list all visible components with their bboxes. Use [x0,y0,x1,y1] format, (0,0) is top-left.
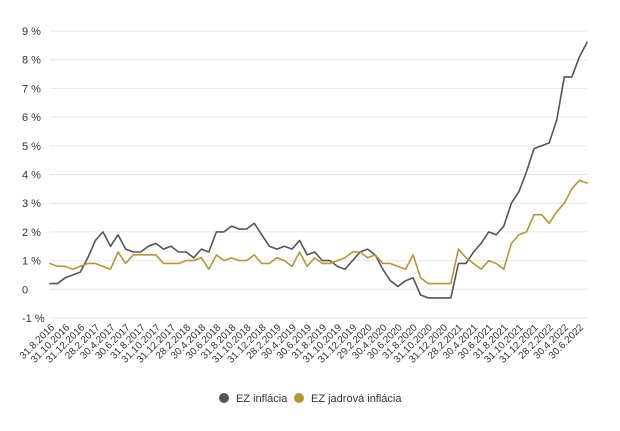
y-tick-label: 4 % [22,170,41,182]
y-tick-label: 3 % [22,198,41,210]
y-tick-label: 7 % [22,83,41,95]
y-axis-ticks: -1 % 0 1 % 2 % 3 % 4 % 5 % 6 % 7 % 8 % 9 % [22,26,45,325]
y-tick-label: 6 % [22,112,41,124]
legend-label: EZ inflácia [236,393,288,405]
legend-label: EZ jadrová inflácia [311,393,402,405]
legend-marker [294,393,304,403]
y-tick-label: 2 % [22,227,41,239]
y-tick-label: 8 % [22,55,41,67]
series-line-1 [49,179,588,285]
y-tick-label: 0 [22,284,28,296]
series-line-0 [49,41,588,299]
y-tick-label: 1 % [22,256,41,268]
legend-marker [219,393,229,403]
series-lines [49,41,588,299]
y-tick-label: -1 % [22,313,45,325]
y-tick-label: 9 % [22,26,41,38]
legend: EZ inflácia EZ jadrová inflácia [219,393,402,405]
x-axis-ticks: 31.8.201631.10.201631.12.201628.2.201730… [18,322,587,365]
y-tick-label: 5 % [22,141,41,153]
gridlines [50,30,587,319]
